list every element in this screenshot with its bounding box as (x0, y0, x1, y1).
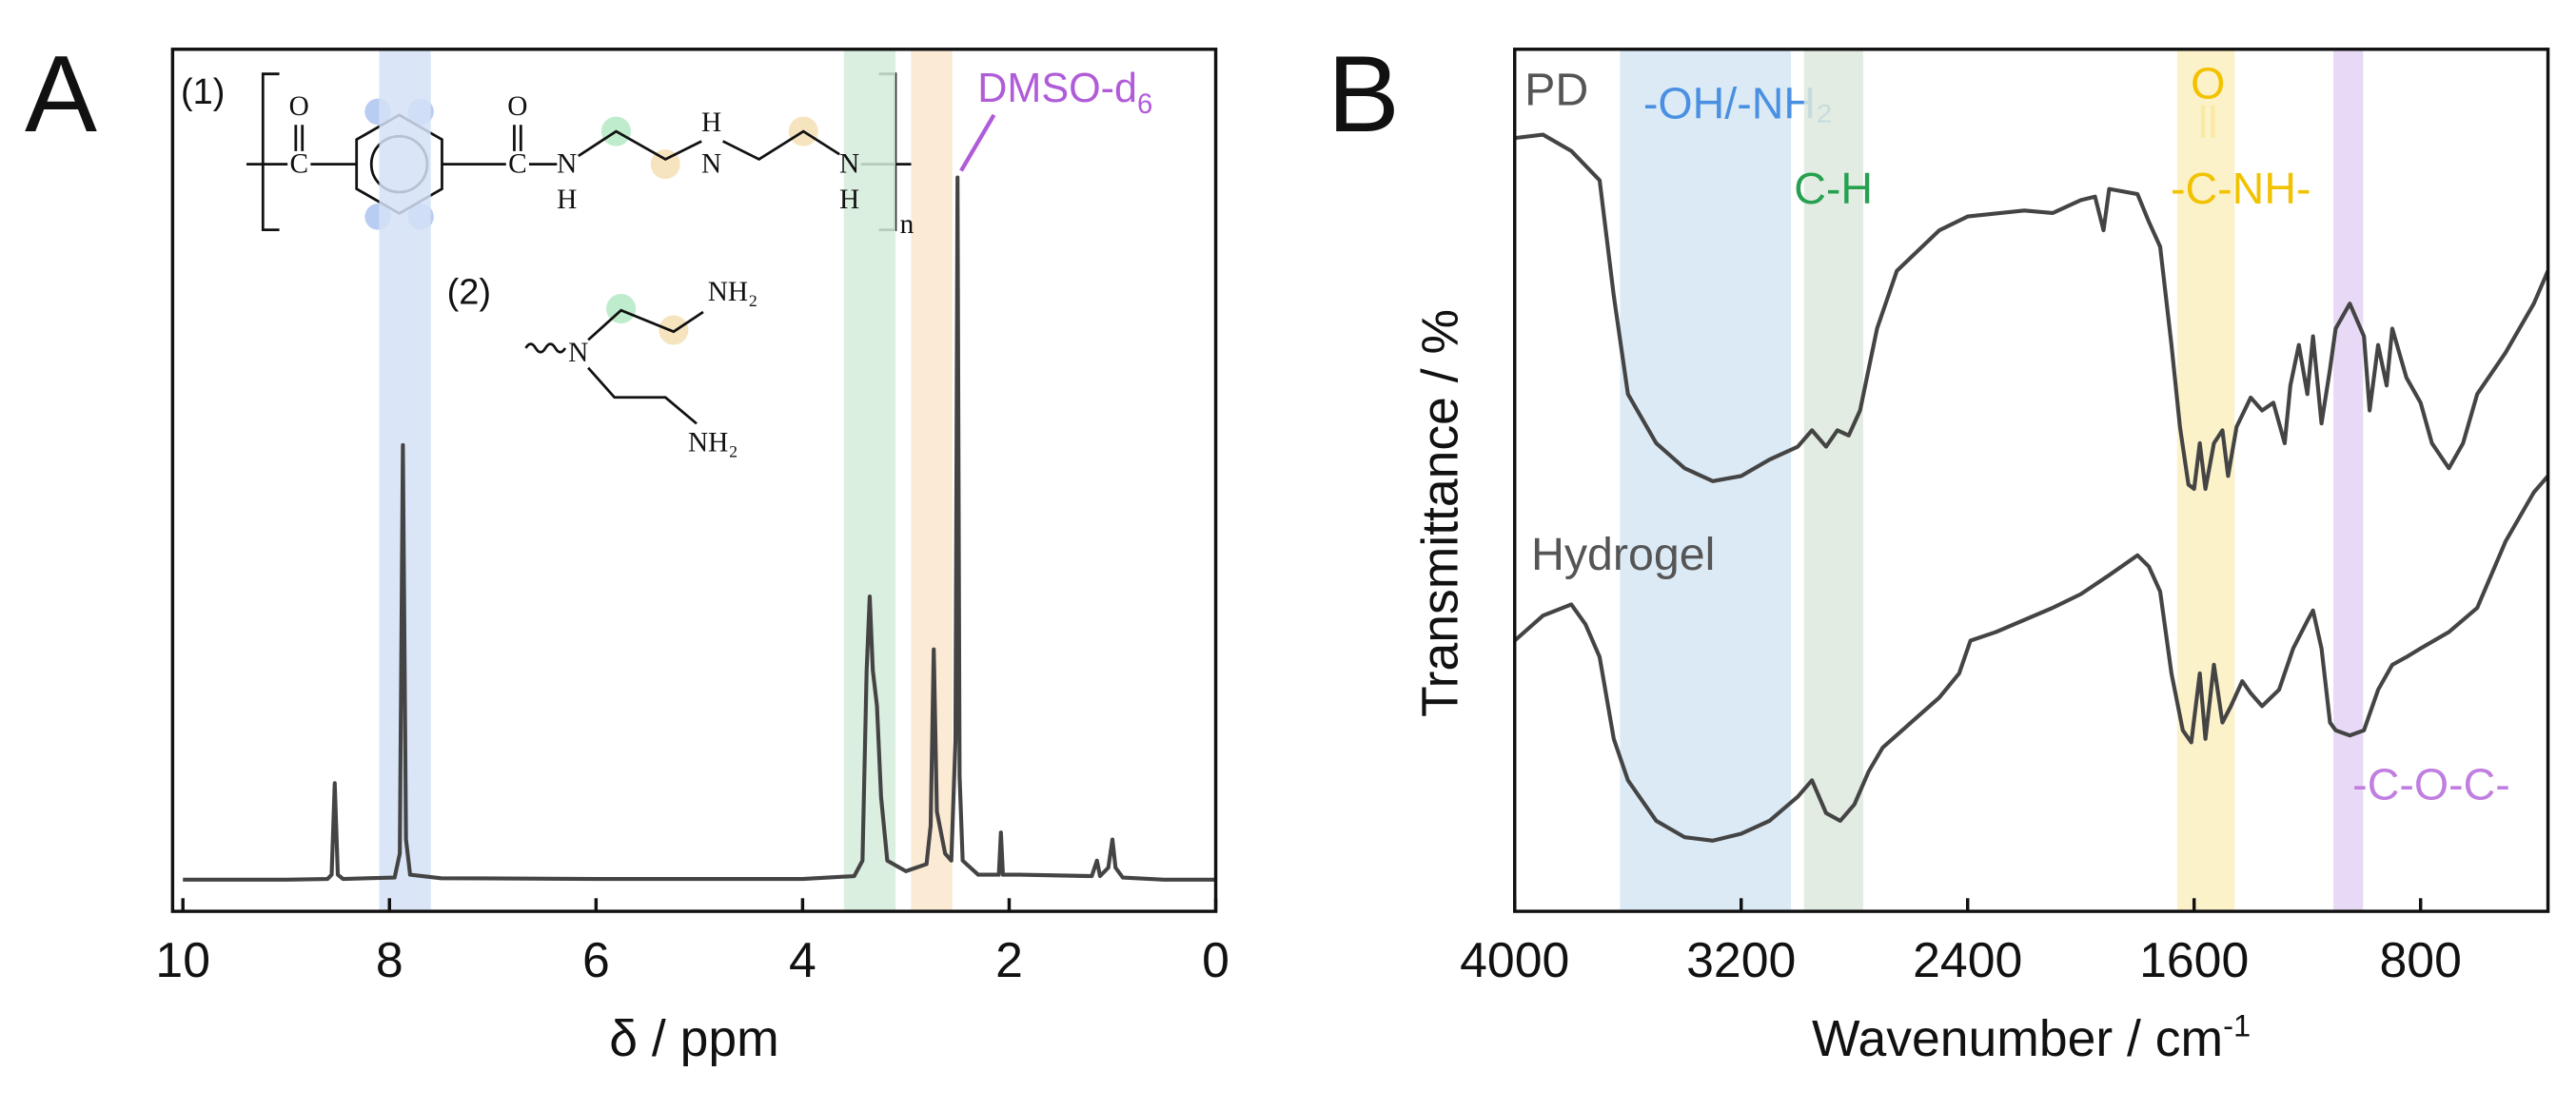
band-label: C-H (1794, 164, 1873, 213)
structure-atom: N (568, 338, 588, 368)
highlight-band (843, 49, 896, 911)
x-axis-label-text: Wavenumber / cm (1812, 1011, 2223, 1067)
band-label: -C-O-C- (2352, 760, 2510, 809)
highlight-band (2333, 49, 2364, 911)
panel-label: B (1327, 34, 1400, 155)
solvent-label-subscript: 6 (1137, 88, 1152, 120)
x-tick-label: 4 (789, 932, 816, 987)
band-label: O (2191, 59, 2225, 108)
structure-atom: n (900, 209, 914, 240)
panel-label: A (25, 34, 97, 155)
structure-atom: NH₂ (708, 277, 758, 307)
x-tick-label: 2400 (1913, 932, 2022, 987)
structure-atom: O (507, 91, 527, 122)
structure-atom: H (701, 107, 721, 138)
spectrum-line (1514, 132, 2550, 492)
highlight-band (1803, 49, 1863, 911)
x-tick-label: 4000 (1460, 932, 1569, 987)
plot-frame (170, 48, 1218, 913)
solvent-label: DMSO-d6 (977, 66, 1152, 120)
structure-atom: N (701, 148, 721, 179)
structure-atom: C (508, 148, 527, 179)
structure-atom: C (289, 148, 308, 179)
series-label: Hydrogel (1531, 529, 1715, 580)
x-tick-label: 1600 (2139, 932, 2249, 987)
band-label: -OH/-NH₂ (1643, 78, 1833, 127)
x-axis-label-superscript: -1 (2223, 1007, 2251, 1043)
x-tick-label: 800 (2379, 932, 2461, 987)
x-tick-label: 10 (155, 932, 210, 987)
structure-atom: H (557, 185, 577, 215)
plot-frame (1513, 48, 2550, 913)
x-axis-label: δ / ppm (609, 1011, 778, 1067)
band-label: -C-NH- (2171, 164, 2311, 213)
x-tick-label: 8 (376, 932, 403, 987)
x-tick-label: 6 (582, 932, 610, 987)
y-axis-label: Transmittance / % (1412, 309, 1468, 717)
x-axis-label: Wavenumber / cm-1 (1812, 1007, 2251, 1067)
x-tick-label: 2 (995, 932, 1023, 987)
structure-atom: N (839, 148, 859, 179)
structure-atom: H (839, 185, 859, 215)
highlight-band (1620, 49, 1792, 911)
x-tick-label: 0 (1202, 932, 1229, 987)
structure-number: (1) (181, 72, 225, 112)
structure-atom: O (289, 91, 309, 122)
structure-number: (2) (447, 272, 491, 312)
x-tick-label: 3200 (1686, 932, 1796, 987)
x-axis-label-text: δ / ppm (609, 1011, 778, 1067)
structure-atom: NH₂ (688, 428, 738, 458)
solvent-label-text: DMSO-d (977, 66, 1137, 111)
spectrum-line (183, 175, 1216, 882)
series-label: PD (1524, 64, 1588, 115)
structure-atom: N (557, 148, 577, 179)
spectrum-line (1513, 475, 2550, 843)
